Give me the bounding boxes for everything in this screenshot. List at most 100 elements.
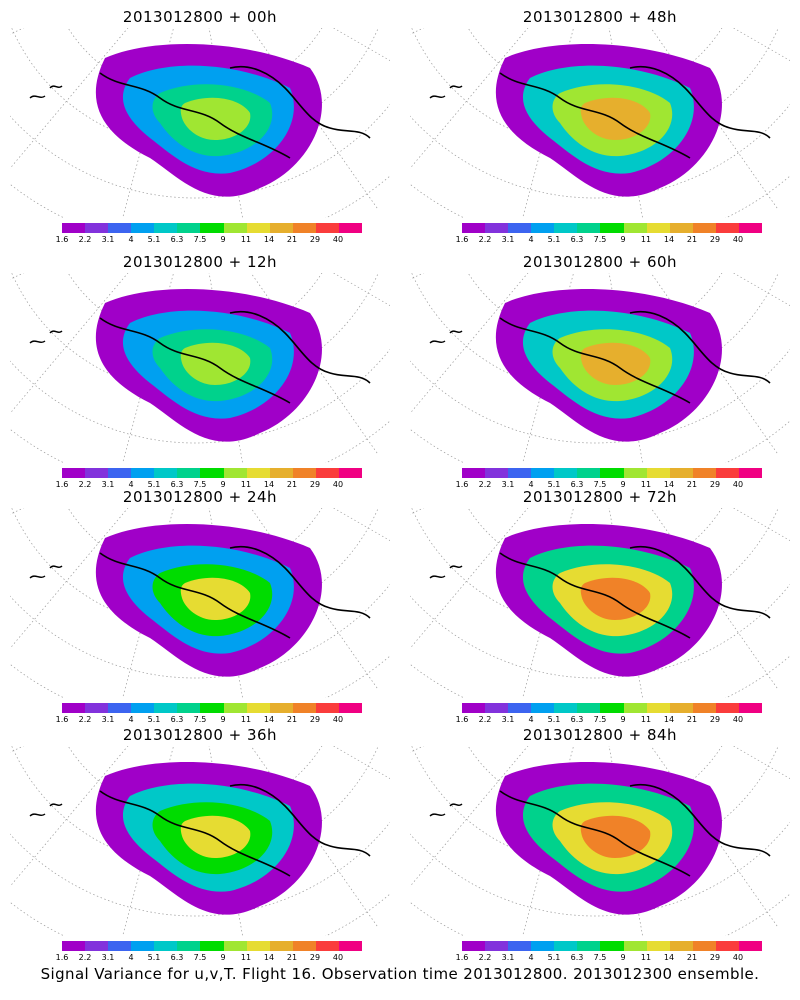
colorbar-swatch xyxy=(292,941,316,951)
coastline xyxy=(99,310,371,404)
colorbar-tick-label: 4 xyxy=(528,953,534,962)
colorbar-swatch xyxy=(131,223,155,233)
variance-field xyxy=(95,524,322,677)
colorbar-tick-label: 7.5 xyxy=(193,235,207,244)
panel-title: 2013012800 + 24h xyxy=(122,488,278,506)
colorbar-swatch xyxy=(269,703,293,713)
colorbar-tick-label: 3.1 xyxy=(501,480,515,489)
variance-field xyxy=(495,762,722,915)
coastline-islands xyxy=(429,565,463,579)
colorbar-swatch xyxy=(692,703,716,713)
map-plot xyxy=(410,273,790,463)
colorbar-swatch xyxy=(154,703,178,713)
colorbar-tick-label: 29 xyxy=(309,715,321,724)
field-level-4 xyxy=(580,815,651,858)
field-level-4 xyxy=(180,577,251,620)
colorbar-swatch xyxy=(531,223,555,233)
colorbar-tick-label: 9 xyxy=(220,235,226,244)
colorbar-swatch xyxy=(200,703,224,713)
colorbar-tick-label: 3.1 xyxy=(501,953,515,962)
colorbar-swatch xyxy=(62,223,86,233)
colorbar xyxy=(62,703,363,713)
colorbar-swatch xyxy=(108,223,132,233)
colorbar-tick-label: 6.3 xyxy=(570,235,584,244)
colorbar xyxy=(462,223,763,233)
colorbar-tick-label: 11 xyxy=(240,715,252,724)
colorbar-swatch xyxy=(200,468,224,478)
colorbar xyxy=(462,468,763,478)
colorbar-swatch xyxy=(462,468,486,478)
colorbar-swatch xyxy=(177,703,201,713)
colorbar-swatch xyxy=(485,468,509,478)
field-level-4 xyxy=(580,97,651,140)
colorbar-tick-label: 40 xyxy=(332,953,344,962)
panel-title: 2013012800 + 60h xyxy=(522,253,678,271)
colorbar-tick-label: 29 xyxy=(309,953,321,962)
coastline xyxy=(499,783,771,877)
colorbar-tick-label: 6.3 xyxy=(570,480,584,489)
colorbar-tick-label: 14 xyxy=(263,715,275,724)
panel-title: 2013012800 + 84h xyxy=(522,726,678,744)
colorbar-tick-label: 11 xyxy=(640,235,652,244)
colorbar-swatch xyxy=(600,703,624,713)
colorbar-swatch xyxy=(108,468,132,478)
coastline xyxy=(499,310,771,404)
coastline xyxy=(99,783,371,877)
colorbar-tick-label: 29 xyxy=(709,953,721,962)
colorbar-swatch xyxy=(315,941,339,951)
colorbar-labels: 1.6 2.2 3.1 4 5.1 6.3 7.5 9 11 14 21 29 40 xyxy=(55,480,370,490)
colorbar-tick-label: 2.2 xyxy=(478,953,492,962)
colorbar-swatch xyxy=(85,941,109,951)
panel-title: 2013012800 + 48h xyxy=(522,8,678,26)
variance-field xyxy=(495,289,722,442)
colorbar-tick-label: 29 xyxy=(709,715,721,724)
colorbar-tick-label: 6.3 xyxy=(170,235,184,244)
colorbar-tick-label: 2.2 xyxy=(78,480,92,489)
coastline xyxy=(99,65,371,159)
colorbar-swatch xyxy=(531,468,555,478)
colorbar-tick-label: 4 xyxy=(128,480,134,489)
colorbar-swatch xyxy=(85,468,109,478)
colorbar-tick-label: 5.1 xyxy=(147,953,161,962)
colorbar-swatch xyxy=(600,468,624,478)
colorbar-tick-label: 3.1 xyxy=(501,235,515,244)
colorbar-swatch xyxy=(485,223,509,233)
map-panel-60h: 2013012800 + 60h 1.6 2.2 3.1 4 5.1 6.3 7.5 9 11 1… xyxy=(400,245,800,490)
colorbar-tick-label: 9 xyxy=(620,235,626,244)
colorbar-tick-label: 7.5 xyxy=(593,235,607,244)
field-level-4 xyxy=(580,577,651,620)
colorbar-swatch xyxy=(577,941,601,951)
colorbar-swatch xyxy=(246,468,270,478)
colorbar-tick-label: 2.2 xyxy=(478,715,492,724)
colorbar-swatch xyxy=(177,223,201,233)
colorbar-tick-label: 9 xyxy=(620,480,626,489)
colorbar-swatch xyxy=(62,941,86,951)
colorbar-tick-label: 14 xyxy=(263,235,275,244)
colorbar-tick-label: 2.2 xyxy=(478,235,492,244)
colorbar-swatch xyxy=(62,703,86,713)
colorbar-swatch xyxy=(269,941,293,951)
colorbar-swatch xyxy=(131,703,155,713)
colorbar-tick-label: 40 xyxy=(332,235,344,244)
colorbar-swatch xyxy=(292,703,316,713)
field-level-4 xyxy=(580,342,651,385)
colorbar-tick-label: 29 xyxy=(309,480,321,489)
colorbar-swatch xyxy=(462,703,486,713)
colorbar-swatch xyxy=(223,941,247,951)
colorbar-tick-label: 6.3 xyxy=(170,715,184,724)
colorbar-swatch xyxy=(646,223,670,233)
map-plot xyxy=(410,508,790,698)
colorbar-tick-label: 14 xyxy=(263,953,275,962)
colorbar-tick-label: 4 xyxy=(128,715,134,724)
colorbar-swatch xyxy=(715,468,739,478)
coastline-islands xyxy=(29,85,63,99)
map-plot xyxy=(410,746,790,936)
colorbar-swatch xyxy=(108,941,132,951)
coastline-islands xyxy=(29,803,63,817)
colorbar-swatch xyxy=(200,941,224,951)
colorbar-tick-label: 1.6 xyxy=(455,480,469,489)
colorbar-tick-label: 6.3 xyxy=(570,715,584,724)
colorbar-swatch xyxy=(692,223,716,233)
colorbar-tick-label: 14 xyxy=(663,235,675,244)
colorbar-tick-label: 5.1 xyxy=(547,235,561,244)
